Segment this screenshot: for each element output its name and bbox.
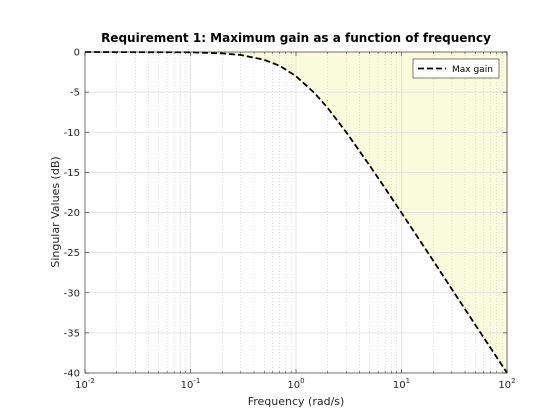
x-tick-label: 101 [393, 377, 410, 391]
y-tick-label: -35 [64, 328, 80, 339]
chart-title: Requirement 1: Maximum gain as a functio… [101, 31, 491, 45]
x-tick-label: 100 [287, 377, 304, 391]
tick-marks [84, 51, 508, 374]
legend-entry-max-gain: Max gain [452, 65, 493, 75]
y-tick-label: -20 [64, 208, 80, 219]
x-tick-labels: 10-2 10-1 100 101 102 [75, 377, 515, 391]
y-tick-label: -10 [64, 128, 80, 139]
legend-box [412, 58, 500, 79]
y-tick-label: -15 [64, 168, 80, 179]
x-tick-label: 102 [498, 377, 515, 391]
y-tick-labels: 0 -5 -10 -15 -20 -25 -30 -35 -40 [64, 48, 80, 380]
minor-grid [116, 52, 503, 373]
y-tick-label: -25 [64, 248, 80, 259]
x-tick-label: 10-2 [75, 377, 95, 391]
y-tick-label: 0 [74, 48, 80, 59]
y-tick-label: -5 [70, 88, 80, 99]
series-line-max-gain [84, 51, 508, 374]
y-axis-label: Singular Values (dB) [49, 156, 62, 267]
y-tick-label: -30 [64, 288, 80, 299]
y-tick-label: -40 [64, 369, 80, 380]
x-tick-label: 10-1 [181, 377, 201, 391]
legend: Max gain [412, 58, 500, 79]
x-axis-label: Frequency (rad/s) [248, 395, 345, 408]
